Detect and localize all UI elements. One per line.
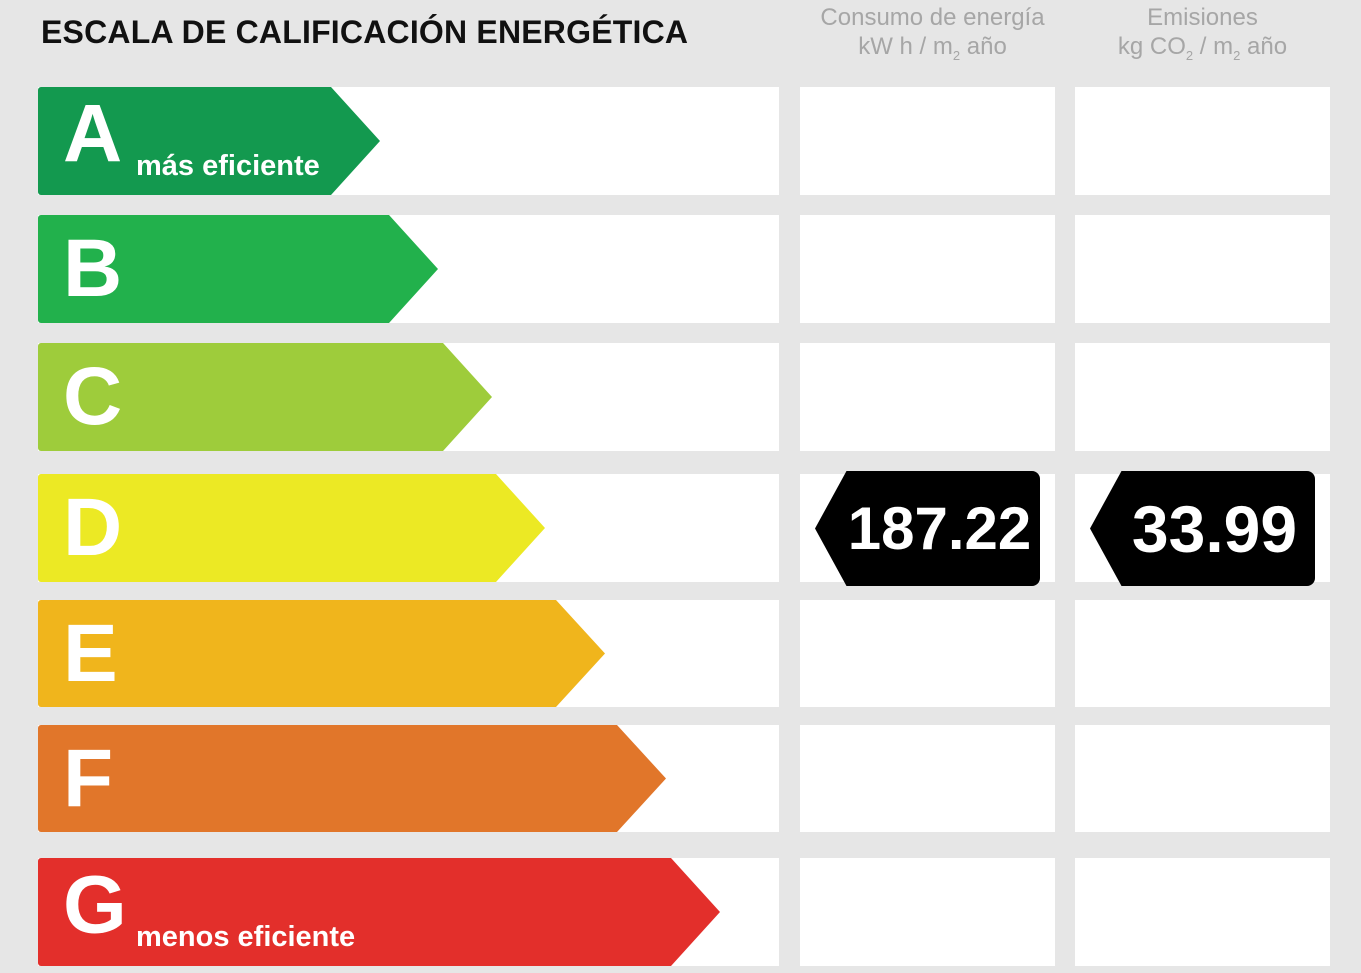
emissions-header-unit: kg CO2 / m2 año — [1117, 33, 1288, 63]
rating-bar-f: F — [38, 725, 666, 832]
energy-cell — [800, 87, 1055, 195]
rating-sublabel: menos eficiente — [136, 921, 356, 953]
energy-header-label: Consumo de energía — [820, 4, 1045, 31]
rating-bar-b: B — [38, 215, 438, 323]
rating-letter: E — [63, 607, 118, 699]
rating-bar-g: G menos eficiente — [38, 858, 720, 966]
rating-row-b: B — [0, 215, 1361, 323]
rating-letter: F — [63, 732, 114, 824]
rating-letter: D — [63, 482, 123, 573]
energy-cell — [800, 600, 1055, 707]
emissions-cell — [1075, 343, 1330, 451]
rating-bar-c: C — [38, 343, 492, 451]
energy-cell — [800, 725, 1055, 832]
rating-bar-e: E — [38, 600, 605, 707]
rating-letter: C — [63, 351, 123, 442]
rating-letter: B — [63, 223, 123, 314]
emissions-header-label: Emisiones — [1147, 4, 1258, 31]
rating-bar-d: D — [38, 474, 545, 582]
emissions-value: 33.99 — [1131, 491, 1298, 566]
energy-cell — [800, 215, 1055, 323]
energy-column-header: Consumo de energía kW h / m2 año — [805, 3, 1060, 63]
rating-row-g: G menos eficiente — [0, 858, 1361, 966]
energy-consumption-value: 187.22 — [847, 495, 1032, 562]
emissions-column-header: Emisiones kg CO2 / m2 año — [1075, 3, 1330, 63]
energy-cell — [800, 343, 1055, 451]
rating-letter: A — [63, 88, 123, 180]
rating-letter: G — [63, 859, 127, 951]
emissions-cell — [1075, 215, 1330, 323]
emissions-cell — [1075, 858, 1330, 966]
energy-header-unit: kW h / m2 año — [858, 33, 1007, 63]
rating-bar-a: A más eficiente — [38, 87, 380, 195]
emissions-cell — [1075, 725, 1330, 832]
rating-row-a: A más eficiente — [0, 87, 1361, 195]
rating-sublabel: más eficiente — [136, 150, 320, 182]
rating-row-d: D 187.22 33.99 — [0, 471, 1361, 586]
emissions-cell — [1075, 87, 1330, 195]
page-title: ESCALA DE CALIFICACIÓN ENERGÉTICA — [41, 14, 689, 50]
rating-row-f: F — [0, 725, 1361, 832]
emissions-badge: 33.99 — [1090, 471, 1315, 586]
rating-row-c: C — [0, 343, 1361, 451]
energy-consumption-badge: 187.22 — [815, 471, 1040, 586]
energy-cell — [800, 858, 1055, 966]
rating-row-e: E — [0, 600, 1361, 707]
emissions-cell — [1075, 600, 1330, 707]
